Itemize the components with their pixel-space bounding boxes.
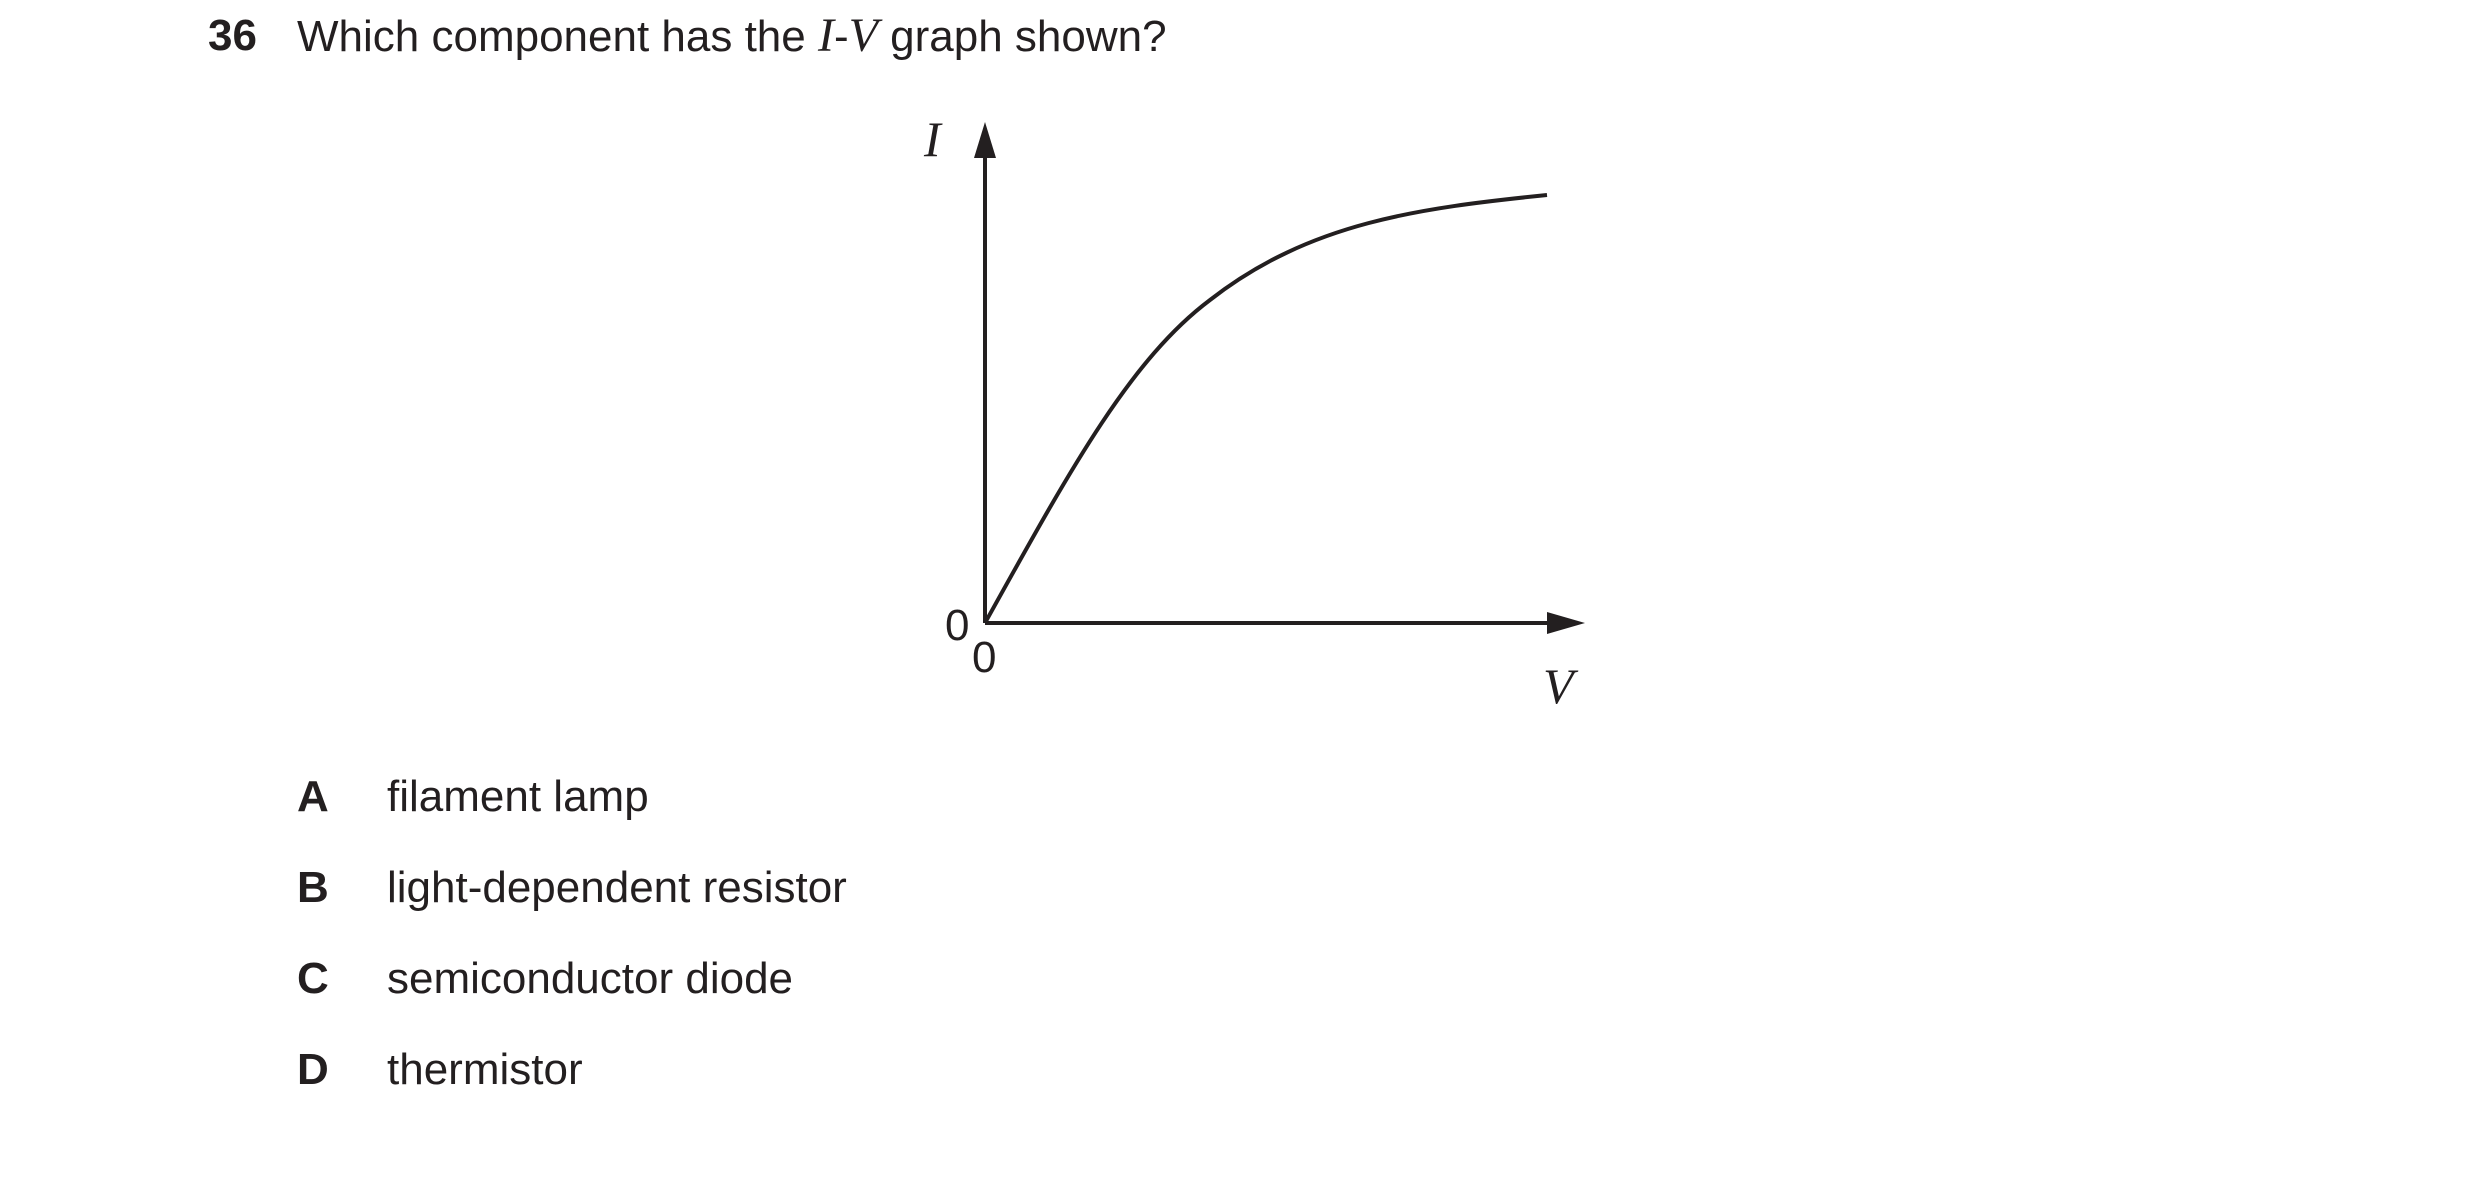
- voltage-symbol: V: [848, 9, 878, 62]
- question-text: Which component has the I-V graph shown?: [297, 8, 1167, 65]
- option-letter: D: [297, 1045, 329, 1094]
- iv-curve: [983, 193, 1548, 624]
- current-symbol: I: [817, 9, 834, 62]
- option-letter: A: [297, 772, 329, 821]
- y-axis-arrow: [974, 122, 996, 158]
- x-axis-label: V: [1543, 658, 1579, 714]
- option-text: filament lamp: [387, 772, 649, 821]
- y-origin-label: 0: [945, 601, 969, 650]
- question-text-end: graph shown?: [877, 12, 1167, 61]
- x-axis-arrow: [1547, 612, 1585, 634]
- question-number: 36: [208, 11, 257, 60]
- y-axis-label: I: [923, 111, 943, 167]
- option-text: semiconductor diode: [387, 954, 794, 1003]
- option-letter: C: [297, 954, 329, 1003]
- dash: -: [833, 12, 849, 61]
- option-letter: B: [297, 863, 329, 912]
- question-text-start: Which component has the: [297, 12, 818, 61]
- option-text: light-dependent resistor: [387, 863, 847, 912]
- option-text: thermistor: [387, 1045, 583, 1094]
- x-origin-label: 0: [972, 633, 996, 682]
